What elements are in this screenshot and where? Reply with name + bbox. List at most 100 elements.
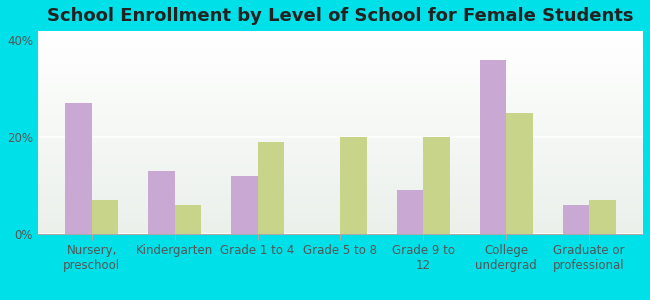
Bar [92, 200, 118, 234]
Bar [38, 132, 643, 134]
Bar [38, 61, 643, 63]
Bar [38, 67, 643, 69]
Bar [38, 116, 643, 118]
Bar [38, 163, 643, 165]
Bar [38, 59, 643, 61]
Bar [38, 63, 643, 65]
Bar [38, 169, 643, 171]
Bar [38, 118, 643, 120]
Bar [38, 175, 643, 177]
Bar [38, 187, 643, 189]
Bar [38, 214, 643, 216]
Bar [38, 51, 643, 53]
Bar [148, 171, 175, 234]
Bar [38, 104, 643, 106]
Bar [38, 167, 643, 169]
Bar [38, 112, 643, 114]
Bar [38, 126, 643, 128]
Bar [38, 47, 643, 49]
Bar [38, 142, 643, 145]
Bar [38, 83, 643, 85]
Bar [38, 106, 643, 108]
Bar [38, 75, 643, 77]
Title: School Enrollment by Level of School for Female Students: School Enrollment by Level of School for… [47, 7, 634, 25]
Bar [38, 69, 643, 71]
Bar [38, 161, 643, 163]
Bar [38, 94, 643, 96]
Bar [38, 210, 643, 212]
Bar [38, 96, 643, 98]
Bar [38, 114, 643, 116]
Bar [38, 159, 643, 161]
Bar [38, 155, 643, 157]
Bar [38, 134, 643, 136]
Bar [38, 31, 643, 33]
Bar [38, 171, 643, 173]
Bar [38, 65, 643, 67]
Bar [38, 228, 643, 230]
Bar [38, 120, 643, 122]
Bar [38, 179, 643, 181]
Bar [589, 200, 616, 234]
Bar [38, 128, 643, 130]
Bar [38, 189, 643, 191]
Bar [38, 181, 643, 183]
Bar [38, 45, 643, 47]
Bar [38, 177, 643, 179]
Bar [506, 113, 533, 234]
Bar [257, 142, 284, 234]
Bar [38, 202, 643, 203]
Bar [341, 137, 367, 234]
Bar [38, 138, 643, 140]
Bar [38, 185, 643, 187]
Bar [396, 190, 423, 234]
Bar [38, 212, 643, 214]
Bar [38, 145, 643, 147]
Bar [38, 232, 643, 234]
Bar [38, 122, 643, 124]
Bar [38, 124, 643, 126]
Bar [38, 148, 643, 151]
Bar [38, 230, 643, 232]
Bar [38, 55, 643, 57]
Bar [38, 197, 643, 200]
Bar [38, 108, 643, 110]
Bar [38, 53, 643, 55]
Bar [38, 165, 643, 167]
Bar [480, 60, 506, 234]
Bar [38, 222, 643, 224]
Bar [38, 193, 643, 195]
Bar [38, 147, 643, 148]
Bar [231, 176, 257, 234]
Bar [38, 98, 643, 100]
Bar [65, 103, 92, 234]
Bar [38, 43, 643, 45]
Bar [38, 140, 643, 142]
Bar [38, 74, 643, 75]
Bar [38, 224, 643, 226]
Bar [38, 110, 643, 112]
Bar [38, 191, 643, 193]
Bar [38, 195, 643, 197]
Bar [38, 100, 643, 102]
Bar [38, 206, 643, 208]
Bar [38, 90, 643, 92]
Bar [38, 39, 643, 41]
Bar [38, 216, 643, 218]
Bar [38, 71, 643, 74]
Bar [38, 92, 643, 94]
Bar [38, 173, 643, 175]
Bar [38, 49, 643, 51]
Bar [38, 218, 643, 220]
Bar [38, 151, 643, 153]
Bar [38, 82, 643, 83]
Bar [38, 208, 643, 210]
Bar [38, 35, 643, 37]
Bar [175, 205, 202, 234]
Bar [562, 205, 589, 234]
Bar [38, 183, 643, 185]
Bar [38, 153, 643, 155]
Bar [38, 88, 643, 90]
Bar [423, 137, 450, 234]
Bar [38, 130, 643, 132]
